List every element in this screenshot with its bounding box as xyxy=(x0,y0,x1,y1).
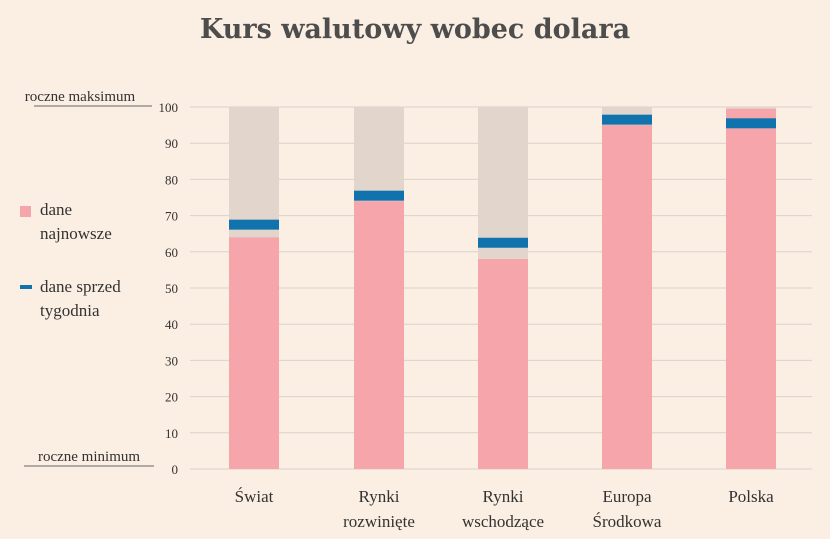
latest-bars xyxy=(229,108,776,469)
legend-previous-line-2: tygodnia xyxy=(40,301,100,320)
chart-title: Kurs walutowy wobec dolara xyxy=(199,14,631,45)
y-tick-label: 90 xyxy=(165,136,178,151)
x-tick-label: Środkowa xyxy=(593,512,662,531)
latest-bar xyxy=(354,201,404,469)
previous-markers xyxy=(229,114,776,248)
x-tick-labels: Świat Rynki rozwinięte Rynki wschodzące Europ… xyxy=(235,487,774,531)
x-tick-label: Rynki xyxy=(359,487,400,506)
axis-annotations: roczne maksimum roczne minimum xyxy=(24,89,154,467)
y-annotation-max: roczne maksimum xyxy=(25,89,136,105)
legend-latest-line-2: najnowsze xyxy=(40,224,112,243)
x-tick-label: wschodzące xyxy=(462,512,544,531)
y-tick-label: 100 xyxy=(159,100,179,115)
legend-latest-line-1: dane xyxy=(40,200,73,219)
legend: dane najnowsze dane sprzed tygodnia xyxy=(20,198,180,328)
x-tick-label: rozwinięte xyxy=(343,512,415,531)
y-annotation-min: roczne minimum xyxy=(38,449,140,465)
previous-marker xyxy=(602,114,652,125)
legend-swatch-latest xyxy=(20,206,31,217)
y-tick-label: 20 xyxy=(165,390,178,405)
latest-bar xyxy=(229,237,279,469)
x-tick-label: Polska xyxy=(728,487,774,506)
legend-previous-line-1: dane sprzed xyxy=(40,277,121,296)
x-tick-label: Świat xyxy=(235,487,274,506)
y-tick-label: 50 xyxy=(165,281,178,296)
y-tick-label: 0 xyxy=(172,462,179,477)
legend-swatch-previous xyxy=(20,285,32,289)
y-tick-label: 70 xyxy=(165,209,178,224)
y-tick-labels: 0 10 20 30 40 50 60 70 80 90 100 xyxy=(159,100,179,477)
latest-bar xyxy=(478,259,528,469)
previous-marker xyxy=(229,219,279,230)
x-tick-label: Rynki xyxy=(483,487,524,506)
latest-bar xyxy=(726,108,776,469)
y-tick-label: 80 xyxy=(165,172,178,187)
previous-marker xyxy=(726,118,776,129)
y-tick-label: 60 xyxy=(165,245,178,260)
latest-bar xyxy=(602,125,652,469)
y-tick-label: 30 xyxy=(165,353,178,368)
previous-marker xyxy=(478,237,528,248)
legend-label-previous: dane sprzed tygodnia xyxy=(40,275,180,323)
legend-label-latest: dane najnowsze xyxy=(40,198,180,246)
y-tick-label: 10 xyxy=(165,426,178,441)
previous-marker xyxy=(354,190,404,201)
x-tick-label: Europa xyxy=(602,487,652,506)
y-tick-label: 40 xyxy=(165,317,178,332)
